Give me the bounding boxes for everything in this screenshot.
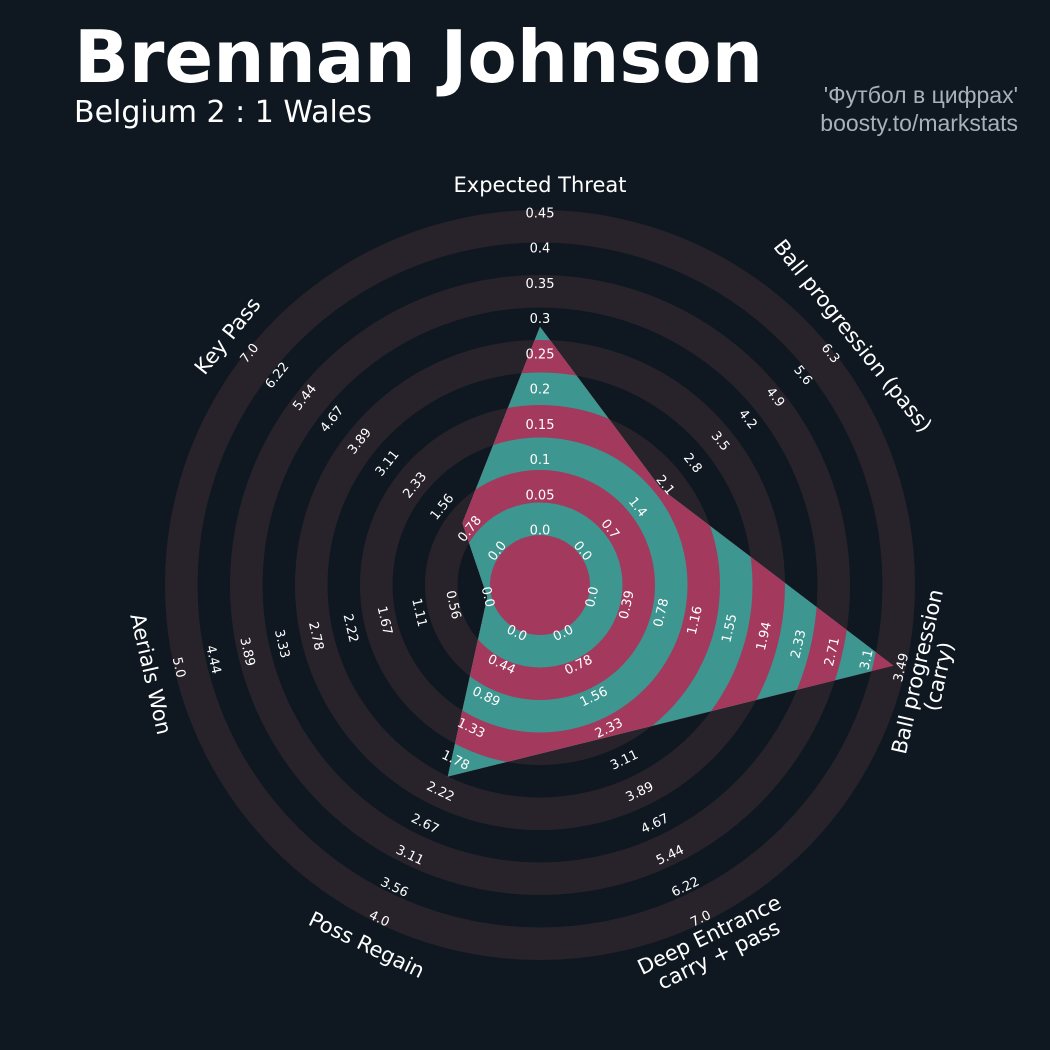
tick-label: 5.0: [169, 656, 188, 680]
tick-label: 2.78: [305, 620, 326, 652]
chart-title: Brennan Johnson: [74, 15, 763, 99]
axis-label: Expected Threat: [453, 173, 627, 197]
credit: 'Футбол в цифрах': [824, 82, 1018, 108]
tick-label: 0.2: [530, 383, 551, 398]
tick-label: 0.0: [530, 524, 551, 539]
tick-label: 0.15: [526, 418, 555, 433]
tick-label: 0.1: [530, 453, 551, 468]
tick-label: 1.55: [719, 613, 740, 645]
tick-label: 0.39: [617, 589, 638, 621]
tick-label: 0.05: [526, 488, 555, 503]
tick-label: 1.11: [408, 597, 429, 629]
tick-label: 0.3: [530, 312, 551, 327]
tick-label: 4.44: [202, 644, 223, 676]
tick-label: 2.33: [788, 628, 809, 660]
credit: boosty.to/markstats: [820, 110, 1018, 136]
tick-label: 1.94: [754, 620, 775, 652]
tick-label: 0.45: [526, 207, 555, 222]
tick-label: 0.78: [651, 597, 672, 629]
tick-label: 3.89: [236, 636, 257, 668]
tick-label: 0.0: [583, 585, 602, 609]
chart-subtitle: Belgium 2 : 1 Wales: [74, 95, 372, 130]
tick-label: 0.0: [478, 585, 497, 609]
tick-label: 3.1: [858, 648, 877, 672]
tick-label: 0.4: [530, 242, 551, 257]
tick-label: 2.71: [822, 636, 843, 668]
tick-label: 3.33: [271, 628, 292, 660]
tick-label: 0.25: [526, 347, 555, 362]
tick-label: 0.56: [442, 589, 463, 621]
tick-label: 2.22: [340, 613, 361, 645]
tick-label: 1.16: [685, 605, 706, 637]
tick-label: 0.35: [526, 277, 555, 292]
tick-label: 3.49: [891, 652, 912, 684]
tick-label: 1.67: [374, 605, 395, 637]
ring: [490, 535, 590, 635]
